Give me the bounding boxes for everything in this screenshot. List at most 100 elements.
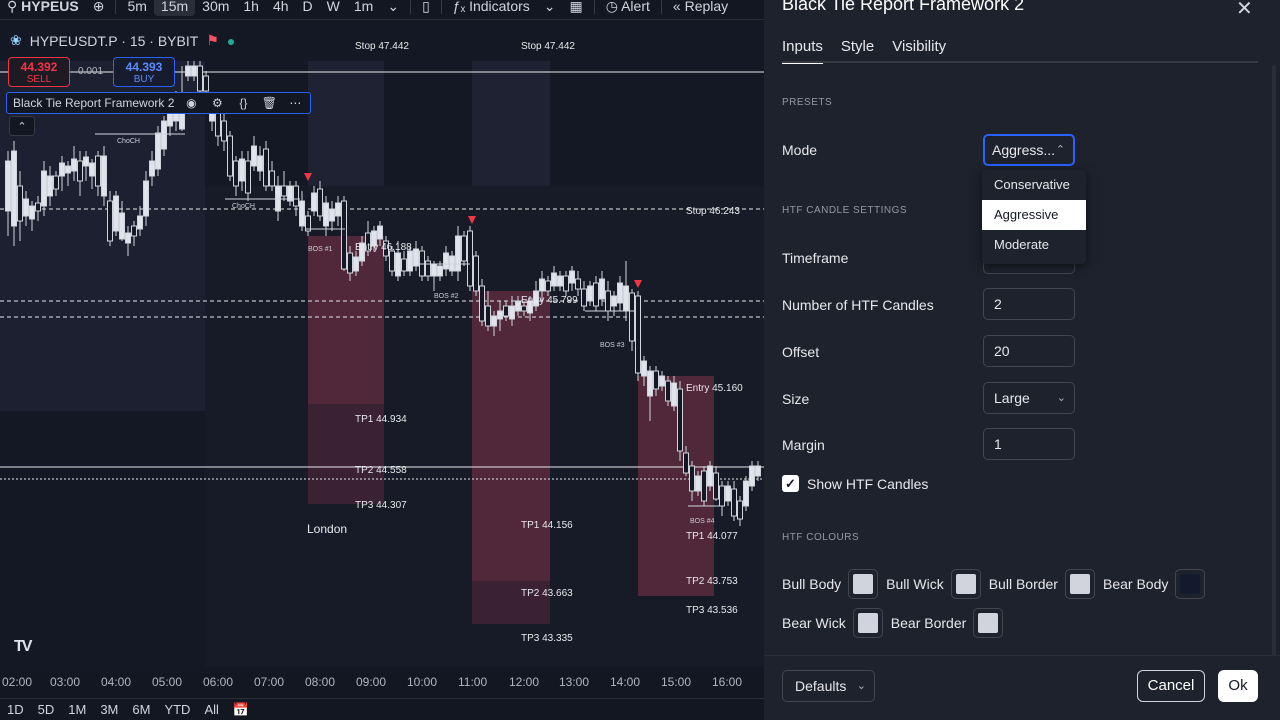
range-all[interactable]: All bbox=[204, 702, 219, 717]
time-label: 08:00 bbox=[305, 675, 336, 689]
more-options-icon[interactable]: ⋯ bbox=[289, 96, 302, 110]
mode-select[interactable]: Aggress... ⌃ bbox=[983, 134, 1075, 166]
interval-dropdown-chevron-icon[interactable]: ⌄ bbox=[387, 0, 400, 14]
defaults-dropdown[interactable]: Defaults ⌄ bbox=[782, 670, 875, 702]
interval-4h[interactable]: 4h bbox=[272, 0, 289, 14]
flag-icon[interactable]: ⚑ bbox=[206, 32, 219, 48]
candle-body bbox=[713, 472, 719, 500]
range-1m[interactable]: 1M bbox=[68, 702, 87, 717]
candle-body bbox=[197, 65, 203, 92]
bull-body-swatch[interactable] bbox=[848, 569, 879, 599]
tab-style[interactable]: Style bbox=[840, 38, 875, 55]
show-htf-candles-checkbox[interactable]: ✓ bbox=[782, 475, 799, 492]
num-htf-candles-input[interactable]: 2 bbox=[983, 288, 1075, 320]
offset-input[interactable]: 20 bbox=[983, 335, 1075, 367]
range-5d[interactable]: 5D bbox=[37, 702, 55, 717]
bull-border-swatch[interactable] bbox=[1064, 569, 1095, 599]
bos-label: BOS #4 bbox=[690, 518, 715, 525]
candle-body bbox=[215, 112, 221, 137]
trash-icon[interactable]: 🗑 bbox=[261, 96, 277, 110]
tradingview-logo-icon[interactable]: TV bbox=[14, 638, 33, 655]
bear-body-swatch[interactable] bbox=[1175, 569, 1206, 599]
margin-input[interactable]: 1 bbox=[983, 428, 1075, 460]
interval-5m[interactable]: 5m bbox=[127, 0, 147, 14]
dialog-scrollbar[interactable] bbox=[1272, 65, 1276, 665]
alert-button[interactable]: ◷ Alert bbox=[599, 0, 657, 16]
bear-wick-label: Bear Wick bbox=[782, 615, 846, 631]
time-label: 09:00 bbox=[356, 675, 387, 689]
candle-body bbox=[53, 175, 59, 190]
candle-body bbox=[107, 200, 113, 242]
indicator-legend[interactable]: Black Tie Report Framework 2 ◉ ⚙ {} 🗑 ⋯ bbox=[6, 92, 312, 114]
indicators-chevron-icon[interactable]: ⌄ bbox=[543, 0, 556, 14]
stop-label: Stop 47.442 bbox=[521, 41, 575, 52]
interval-d[interactable]: D bbox=[302, 0, 313, 14]
range-3m[interactable]: 3M bbox=[100, 702, 119, 717]
interval-w[interactable]: W bbox=[326, 0, 340, 14]
candle-body bbox=[143, 180, 149, 217]
candle-body bbox=[341, 200, 347, 270]
bull-border-label: Bull Border bbox=[988, 576, 1058, 592]
bear-border-fill bbox=[978, 613, 999, 633]
candle-body bbox=[587, 285, 593, 302]
collapse-chevron-up-icon[interactable]: ⌃ bbox=[9, 116, 35, 136]
cancel-button[interactable]: Cancel bbox=[1137, 670, 1205, 702]
timeframe-label: Timeframe bbox=[782, 250, 849, 266]
bear-wick-swatch[interactable] bbox=[852, 608, 883, 638]
candle-body bbox=[491, 315, 497, 327]
time-label: 04:00 bbox=[101, 675, 132, 689]
compare-add-icon[interactable]: ⊕ bbox=[92, 0, 105, 14]
close-icon[interactable]: ✕ bbox=[1236, 0, 1253, 20]
time-axis[interactable]: 02:00 03:00 04:00 05:00 06:00 07:00 08:00 09:00… bbox=[0, 673, 764, 693]
tp1-label: TP1 44.934 bbox=[355, 414, 407, 425]
candle-body bbox=[653, 370, 659, 390]
interval-30m[interactable]: 30m bbox=[202, 0, 230, 14]
templates-grid-icon[interactable]: ▦ bbox=[569, 0, 583, 14]
candle-body bbox=[623, 285, 629, 312]
interval-1h[interactable]: 1h bbox=[243, 0, 259, 14]
date-range-calendar-icon[interactable]: 📅 bbox=[232, 701, 250, 717]
candle-body bbox=[593, 282, 599, 307]
mode-option-aggressive[interactable]: Aggressive bbox=[982, 200, 1086, 230]
range-6m[interactable]: 6M bbox=[132, 702, 151, 717]
candle-body bbox=[395, 252, 401, 277]
candle-body bbox=[311, 192, 317, 212]
bos-label: BOS #1 bbox=[308, 246, 333, 253]
mode-option-conservative[interactable]: Conservative bbox=[994, 177, 1070, 192]
chart-pane[interactable]: Stop 47.442 Stop 47.442 Stop 46.243 Entr… bbox=[0, 21, 764, 673]
bull-wick-swatch[interactable] bbox=[950, 569, 981, 599]
size-select[interactable]: Large ⌄ bbox=[983, 382, 1075, 414]
range-1d[interactable]: 1D bbox=[7, 702, 24, 717]
buy-button[interactable]: 44.393 BUY bbox=[113, 57, 175, 87]
symbol-legend[interactable]: ❀ HYPEUSDT.P · 15 · BYBIT ⚑ ● bbox=[10, 32, 235, 49]
candle-body bbox=[5, 160, 11, 212]
interval-15m[interactable]: 15m bbox=[153, 0, 196, 16]
price-chart-canvas[interactable] bbox=[0, 21, 764, 673]
bear-wick-fill bbox=[857, 613, 878, 633]
eye-icon[interactable]: ◉ bbox=[186, 96, 197, 110]
settings-gear-icon[interactable]: ⚙ bbox=[212, 96, 223, 110]
replay-button[interactable]: « Replay bbox=[666, 0, 735, 16]
tp3-label: TP3 44.307 bbox=[355, 500, 407, 511]
trade-zone-2-lower bbox=[472, 581, 550, 624]
indicators-button[interactable]: ƒₓ Indicators bbox=[446, 0, 537, 16]
candle-body bbox=[461, 235, 467, 262]
bull-border-fill bbox=[1069, 574, 1090, 594]
mode-option-moderate[interactable]: Moderate bbox=[994, 237, 1049, 252]
candle-body bbox=[431, 263, 437, 277]
interval-1m[interactable]: 1m bbox=[353, 0, 374, 14]
bear-border-swatch[interactable] bbox=[973, 608, 1004, 638]
source-code-icon[interactable]: {} bbox=[239, 96, 248, 110]
symbol-search-button[interactable]: ⚲ HYPEUS bbox=[0, 0, 86, 16]
divider bbox=[440, 0, 442, 14]
candle-body bbox=[731, 488, 737, 517]
candle-body bbox=[503, 305, 509, 317]
sell-button[interactable]: 44.392 SELL bbox=[8, 57, 70, 87]
candle-body bbox=[719, 485, 725, 507]
tab-visibility[interactable]: Visibility bbox=[892, 38, 947, 55]
ok-button[interactable]: Ok bbox=[1218, 670, 1258, 702]
range-ytd[interactable]: YTD bbox=[164, 702, 191, 717]
chart-type-candles-icon[interactable]: ▯ bbox=[422, 0, 430, 14]
show-htf-candles-row[interactable]: ✓ Show HTF Candles bbox=[782, 475, 928, 492]
bull-wick-label: Bull Wick bbox=[886, 576, 944, 592]
